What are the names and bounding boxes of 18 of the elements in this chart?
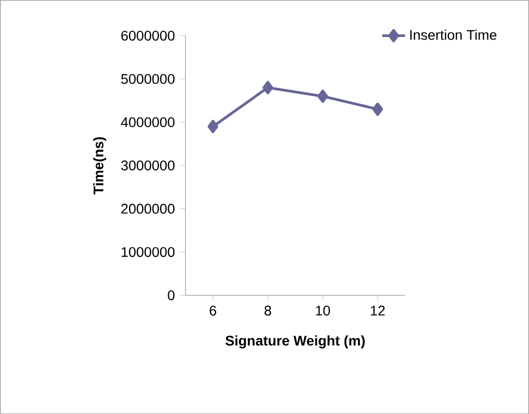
x-axis-title: Signature Weight (m) <box>226 335 365 348</box>
y-tick-label: 6000000 <box>121 30 175 41</box>
y-axis-title: Time(ns) <box>93 137 106 194</box>
y-tick-label: 4000000 <box>120 117 175 128</box>
legend-label: Insertion Time <box>410 30 496 40</box>
point <box>317 90 328 103</box>
y-tick-label: 1000000 <box>122 247 175 257</box>
x-tick-label: 8 <box>264 306 272 316</box>
y-tick-label: 3000000 <box>121 160 175 170</box>
x-tick-label: 10 <box>316 306 330 316</box>
y-tick-label: 0 <box>168 290 175 300</box>
point <box>372 102 383 116</box>
point <box>208 120 218 134</box>
y-tick-label: 2000000 <box>121 204 175 214</box>
point <box>262 80 274 94</box>
x-tick-label: 12 <box>370 306 385 316</box>
y-tick-label: 5000000 <box>121 74 175 84</box>
x-tick-label: 6 <box>210 306 216 316</box>
